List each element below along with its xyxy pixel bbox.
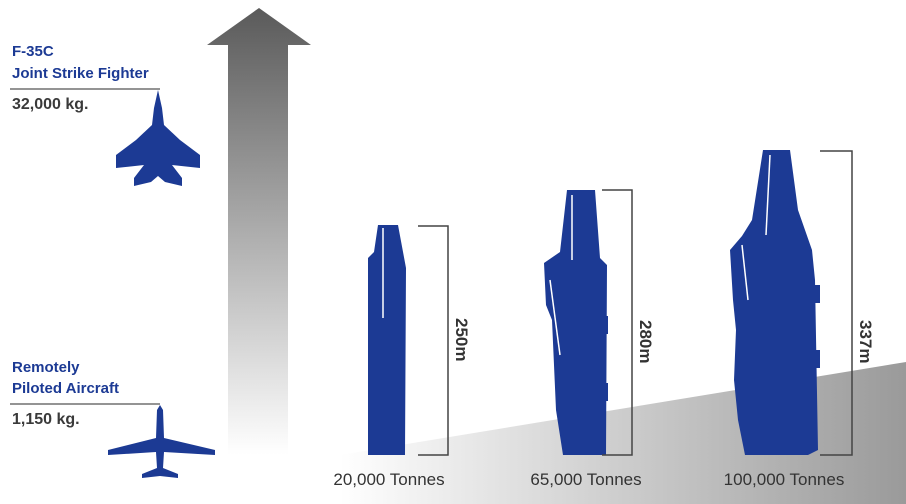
ship [368,225,406,455]
ship [730,150,818,455]
aircraft-name: Remotely [12,359,80,376]
elevator [596,316,608,334]
ship [544,190,607,455]
displacement-label: 20,000 Tonnes [333,470,444,489]
aircraft-weight: 1,150 kg. [12,411,80,428]
length-label: 280m [636,320,655,363]
aircraft-name: Joint Strike Fighter [12,65,149,82]
length-label: 337m [856,320,875,363]
elevator [806,350,820,368]
length-bracket [820,150,853,456]
deck-line [741,244,749,301]
length-bracket [418,225,449,456]
aircraft-name: F-35C [12,43,54,60]
aircraft-name: Piloted Aircraft [12,380,119,397]
deck-line [765,154,771,236]
length-label: 250m [452,318,471,361]
length-bracket [602,189,633,456]
aircraft-weight: 32,000 kg. [12,96,89,113]
deck-line [549,279,561,356]
displacement-label: 100,000 Tonnes [724,470,845,489]
elevator [596,383,608,401]
arrow [207,8,311,455]
rpa-icon [108,405,215,478]
elevator [806,285,820,303]
displacement-label: 65,000 Tonnes [530,470,641,489]
f35-icon [116,90,200,186]
